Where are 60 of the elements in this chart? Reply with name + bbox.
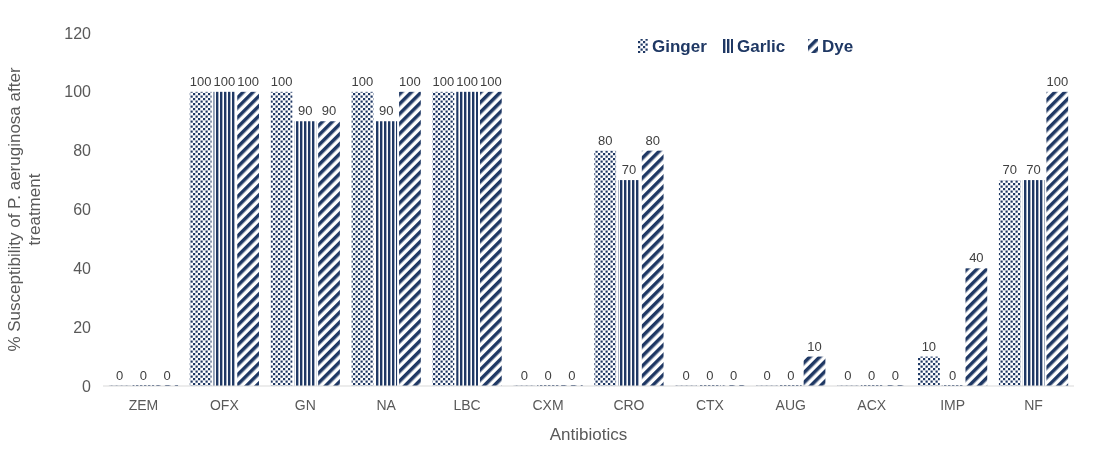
data-label: 0 — [868, 368, 876, 383]
data-label: 0 — [163, 368, 171, 383]
y-tick-label: 60 — [73, 201, 92, 219]
data-label: 100 — [351, 73, 374, 89]
data-label: 100 — [1046, 73, 1069, 89]
legend-label: Ginger — [652, 36, 708, 56]
x-tick-label: IMP — [940, 397, 966, 413]
data-label: 0 — [706, 368, 714, 383]
y-tick-label: 120 — [64, 24, 92, 42]
data-label: 100 — [213, 73, 236, 89]
x-tick-label: NA — [376, 397, 397, 413]
data-label: 0 — [729, 368, 738, 383]
data-label: 70 — [1026, 162, 1041, 178]
data-label: 100 — [456, 73, 478, 89]
x-tick-label: OFX — [209, 397, 240, 413]
y-tick-label: 100 — [64, 83, 92, 101]
data-label: 10 — [921, 338, 937, 354]
data-label: 100 — [480, 73, 502, 89]
y-tick-label: 80 — [73, 142, 92, 160]
data-label: 100 — [270, 73, 293, 89]
x-tick-label: CRO — [613, 397, 645, 413]
x-tick-label: GN — [294, 397, 316, 413]
data-label: 0 — [544, 368, 552, 383]
y-tick-label: 0 — [82, 377, 92, 395]
data-label: 100 — [399, 73, 421, 89]
data-label: 0 — [568, 368, 576, 383]
legend-label: Garlic — [737, 36, 786, 56]
data-label: 70 — [621, 162, 637, 178]
data-label: 100 — [237, 73, 259, 89]
x-axis-title: Antibiotics — [549, 425, 628, 444]
data-label: 0 — [116, 368, 124, 383]
x-tick-label: NF — [1024, 397, 1043, 413]
data-label: 10 — [807, 338, 822, 354]
data-label: 0 — [891, 368, 900, 383]
data-label: 90 — [321, 103, 337, 119]
data-label: 40 — [969, 250, 984, 266]
legend-label: Dye — [822, 36, 854, 56]
y-axis-title: % Susceptibility of P. aeruginosa after treatment — [4, 67, 45, 352]
data-label: 0 — [787, 368, 795, 383]
data-label: 0 — [139, 368, 148, 383]
y-tick-label: 20 — [73, 318, 92, 336]
x-tick-label: CXM — [532, 397, 564, 413]
data-label: 0 — [763, 368, 771, 383]
data-label: 100 — [189, 73, 212, 89]
data-label: 80 — [597, 132, 613, 148]
x-tick-label: ACX — [857, 397, 887, 413]
data-label: 80 — [645, 132, 660, 148]
x-tick-label: AUG — [775, 397, 806, 413]
y-tick-label: 40 — [73, 259, 92, 277]
data-label: 90 — [378, 103, 394, 119]
data-label: 100 — [432, 73, 455, 89]
data-label: 0 — [520, 368, 528, 383]
data-label: 0 — [949, 368, 957, 383]
x-tick-label: LBC — [453, 397, 481, 413]
x-tick-label: CTX — [695, 397, 725, 413]
data-label: 0 — [844, 368, 852, 383]
x-tick-label: ZEM — [128, 397, 159, 413]
data-label: 70 — [1002, 162, 1018, 178]
data-label: 90 — [298, 103, 313, 119]
data-label: 0 — [682, 368, 690, 383]
